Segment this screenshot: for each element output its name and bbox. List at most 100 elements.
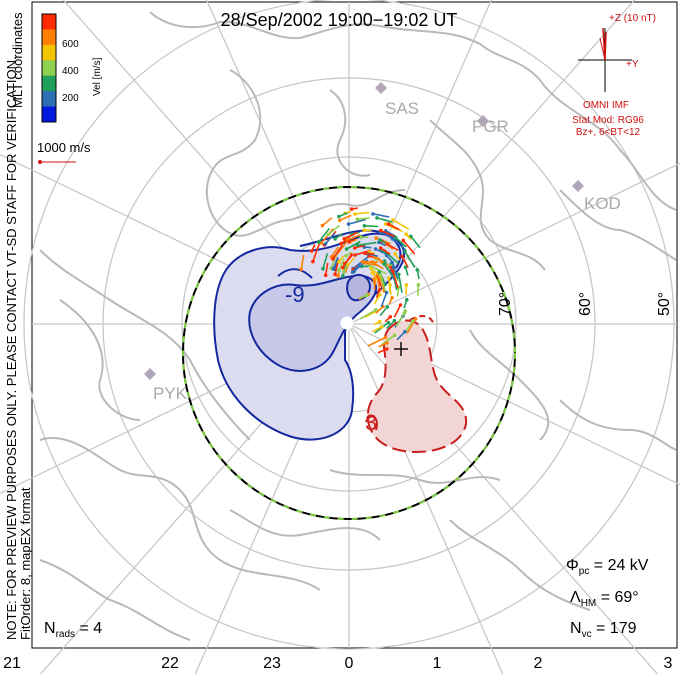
velocity-vector [300,254,305,270]
velocity-vector-origin [378,238,382,242]
velocity-vector [376,217,393,223]
velocity-vector-origin [337,260,341,264]
mlt-label-21: 21 [3,655,21,672]
mlt-label-1: 1 [433,655,442,672]
velocity-vector-origin [309,249,314,253]
colorbar-swatch [42,60,56,77]
velocity-vector-origin [355,217,360,221]
mlt-label-3: 3 [664,655,673,672]
scale-vector-label: 1000 m/s [37,140,91,155]
mlt-label-2: 2 [534,655,543,672]
stat-nvc-value: = 179 [592,620,637,637]
imf-clock [578,27,632,92]
lat-label-70: 70° [497,292,514,316]
velocity-vector [347,234,361,241]
velocity-vector-origin [331,257,335,261]
velocity-vector-origin [386,320,391,325]
colorbar-swatch [42,14,56,30]
velocity-vector-origin [316,240,321,244]
station-labels: SAS PGR KOD PYK [153,99,621,403]
velocity-vector-origin [353,253,357,257]
velocity-vector-origin [347,240,351,244]
velocity-vector [355,211,370,215]
velocity-vector-origin [391,218,395,222]
colorbar-swatch [42,106,56,123]
imf-labels: +Z (10 nT) +Y OMNI IMF Stat Mod: RG96 Bz… [572,13,656,138]
velocity-vector [338,258,345,271]
negative-convection-cell [213,229,406,441]
velocity-vector-origin [372,280,377,284]
velocity-vector [372,213,390,218]
velocity-vectors [299,207,421,354]
velocity-vector [322,253,329,269]
coords-label: MLT coordinates [10,12,25,108]
velocity-vector [395,312,406,327]
velocity-vector [401,256,409,269]
velocity-vector-origin [397,272,401,277]
stat-hm-symbol: Λ [570,589,581,606]
velocity-vector [384,250,400,265]
velocity-vector-origin [321,266,325,271]
scale-vector-arrow [38,160,76,164]
stat-nrads-value: = 4 [75,620,102,637]
velocity-vector-origin [326,232,331,237]
stat-nvc: Nvc = 179 [570,620,637,640]
plot-frame [31,1,678,649]
velocity-vector-origin [384,290,389,295]
velocity-vector-origin [341,274,345,278]
velocity-vector-origin [377,288,382,292]
velocity-vector [383,263,395,279]
velocity-vector [380,247,391,255]
stat-nrads-subscript: rads [56,629,75,640]
velocity-vector [395,237,407,248]
velocity-vector-origin [410,319,415,323]
velocity-vector-origin [390,260,395,265]
velocity-vector [365,262,379,267]
velocity-colorbar [41,13,57,123]
velocity-vector-origin [388,315,393,319]
contour-label-positive: 3 [365,410,377,435]
velocity-vector-origin [371,212,375,216]
velocity-vector-origin [370,271,375,275]
velocity-vector-origin [378,292,382,297]
station-markers [144,82,584,380]
velocity-vector-origin [350,270,355,275]
velocity-vector-origin [311,259,315,264]
lat-label-60: 60° [577,292,594,316]
velocity-vector-origin [362,224,367,228]
velocity-vector-origin [385,347,389,351]
velocity-vector [357,241,377,246]
colorbar-tick-400: 400 [62,66,79,77]
velocity-vector-origin [342,237,347,241]
velocity-vector-origin [403,329,407,334]
velocity-vector-origin [353,212,357,216]
velocity-vector-origin [372,277,376,281]
velocity-vector [392,238,407,251]
velocity-vector [348,218,367,225]
velocity-vector-origin [377,270,382,274]
imf-y-label: +Y [626,59,639,70]
velocity-vector [379,306,389,317]
velocity-vector [402,240,416,255]
velocity-vector-origin [342,269,346,274]
colorbar-swatch [42,91,56,108]
velocity-vector-origin [337,218,342,223]
station-kod-marker [572,180,584,192]
mlt-label-23: 23 [263,655,281,672]
velocity-vector [380,334,396,346]
station-sas-marker [375,82,387,94]
colorbar-label: Vel [m/s] [92,57,103,96]
velocity-vector-origin [385,341,389,345]
velocity-vector-origin [320,223,325,228]
velocity-vector [392,219,410,230]
station-pyk-marker [144,368,156,380]
stat-nrads-symbol: N [44,620,56,637]
velocity-vector-origin [333,237,337,241]
stat-cpcp-subscript: pc [579,566,590,577]
velocity-vector-origin [339,241,344,246]
velocity-vector [405,320,414,332]
velocity-vector-origin [392,318,397,323]
mlt-label-22: 22 [161,655,179,672]
velocity-vector-origin [333,272,337,277]
